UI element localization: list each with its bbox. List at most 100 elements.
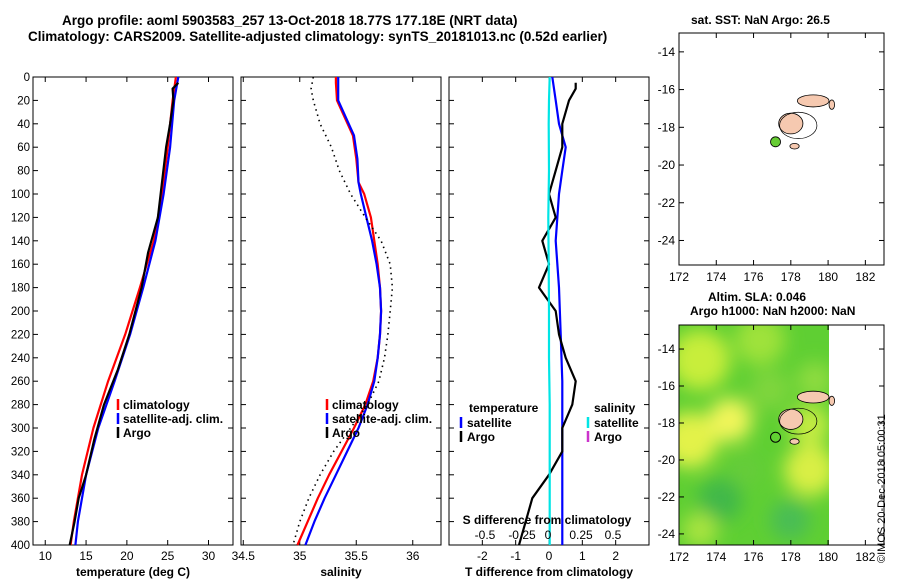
legend-title-salinity: salinity xyxy=(594,401,636,415)
sla-blob xyxy=(679,412,718,468)
depth-tick-label: 140 xyxy=(11,236,30,248)
depth-tick-label: 120 xyxy=(11,212,30,224)
map-sla-frame xyxy=(678,324,885,546)
map-sst-ytick-label: -20 xyxy=(658,158,676,172)
island-shape xyxy=(796,390,830,404)
map-sla-xtick-label: 178 xyxy=(781,550,801,564)
salinity-diff-tick-label: -0.25 xyxy=(508,528,536,542)
salinity-diff-tick-label: 0.5 xyxy=(605,528,622,542)
sla-blob xyxy=(708,398,752,442)
depth-tick-label: 220 xyxy=(11,329,30,341)
sla-blob xyxy=(770,500,810,540)
temperature-xtick-label: 30 xyxy=(202,549,216,563)
legend-label: satellite xyxy=(594,416,639,430)
panel-map-sst: 172 174 176 178 180 182 -14 -16 -18 -20 -22 -24 xyxy=(658,32,885,284)
island-shape xyxy=(778,408,804,430)
depth-tick-label: 20 xyxy=(17,95,30,107)
reef-outline xyxy=(779,111,818,139)
sla-blob xyxy=(735,325,785,365)
map-sst-ytick-label: -14 xyxy=(658,45,676,59)
map-sst-xtick-label: 180 xyxy=(818,270,838,284)
map-sst-xtick-label: 182 xyxy=(855,270,875,284)
series-t-satellite xyxy=(551,76,567,545)
series-argo xyxy=(68,82,180,546)
depth-tick-label: 300 xyxy=(11,423,30,435)
sla-field xyxy=(679,325,829,545)
depth-tick-label: 380 xyxy=(11,517,30,529)
sla-map-title-line1: Altim. SLA: 0.046 xyxy=(708,290,807,304)
sla-blob xyxy=(682,512,718,545)
panel-difference: -2 -1 0 1 2 T difference from climatology S di… xyxy=(448,76,650,579)
series-t-argo xyxy=(517,82,577,546)
legend-label: Argo xyxy=(123,426,151,440)
difference-xtick-label: -1 xyxy=(510,549,521,563)
difference-xtick-label: 0 xyxy=(546,549,553,563)
map-sla-xtick-label: 174 xyxy=(706,550,726,564)
salinity-diff-tick-label: -0.5 xyxy=(475,528,496,542)
island-shape xyxy=(828,395,836,406)
plot-title-line1: Argo profile: aoml 5903583_257 13-Oct-20… xyxy=(62,13,518,28)
sla-blob xyxy=(729,454,761,486)
salinity-xtick-label: 35.5 xyxy=(345,549,369,563)
panel-map-sla: 172 174 176 178 180 182 -14 -16 -18 -20 -22 -24 xyxy=(658,324,885,564)
temperature-xlabel: temperature (deg C) xyxy=(76,565,190,579)
map-sla-xtick-label: 176 xyxy=(744,550,764,564)
map-sla-ytick-label: -18 xyxy=(658,416,676,430)
plot-title-line2: Climatology: CARS2009. Satellite-adjuste… xyxy=(28,29,608,44)
map-sla-ytick-label: -14 xyxy=(658,342,676,356)
sla-blob xyxy=(698,478,742,522)
depth-tick-label: 40 xyxy=(17,119,30,131)
map-sla-xtick-label: 172 xyxy=(669,550,689,564)
diff-top-xlabel: S difference from climatology xyxy=(463,513,632,527)
depth-tick-label: 400 xyxy=(11,540,30,552)
series-satellite-adj-clim- xyxy=(74,76,180,546)
depth-tick-label: 180 xyxy=(11,283,30,295)
sla-map-title-line2: Argo h1000: NaN h2000: NaN xyxy=(690,304,856,318)
island-shape xyxy=(778,112,804,135)
depth-tick-label: 260 xyxy=(11,376,30,388)
salinity-xtick-label: 34.5 xyxy=(232,549,256,563)
map-sla-ytick-label: -24 xyxy=(658,527,676,541)
legend-label: satellite-adj. clim. xyxy=(123,412,223,426)
depth-tick-label: 280 xyxy=(11,400,30,412)
island-shape xyxy=(796,94,830,108)
depth-tick-label: 200 xyxy=(11,306,30,318)
sla-blob xyxy=(679,330,730,390)
salinity-xlabel: salinity xyxy=(320,565,362,579)
salinity-diff-tick-label: 0 xyxy=(545,528,552,542)
depth-tick-label: 320 xyxy=(11,446,30,458)
map-sst-ytick-label: -24 xyxy=(658,233,676,247)
map-sla-xtick-label: 182 xyxy=(855,550,875,564)
legend-label: Argo xyxy=(467,430,495,444)
difference-xlabel: T difference from climatology xyxy=(465,565,633,579)
island-shape xyxy=(789,438,800,445)
legend-label: Argo xyxy=(594,430,622,444)
argo-location-marker xyxy=(770,431,782,443)
series-satellite-adj-clim- xyxy=(304,77,383,546)
depth-tick-label: 240 xyxy=(11,353,30,365)
depth-tick-label: 360 xyxy=(11,493,30,505)
map-sla-ytick-label: -22 xyxy=(658,490,676,504)
map-sst-xtick-label: 172 xyxy=(669,270,689,284)
salinity-xtick-label: 35 xyxy=(293,549,307,563)
legend-label: climatology xyxy=(332,398,399,412)
salinity-frame xyxy=(240,76,442,546)
salinity-xtick-label: 36 xyxy=(406,549,420,563)
sla-blob xyxy=(750,370,790,410)
sst-map-title: sat. SST: NaN Argo: 26.5 xyxy=(691,13,830,27)
difference-xtick-label: 2 xyxy=(612,549,619,563)
depth-tick-label: 60 xyxy=(17,142,30,154)
series-argo xyxy=(292,76,394,546)
difference-xtick-label: 1 xyxy=(579,549,586,563)
legend-label: Argo xyxy=(332,426,360,440)
temperature-xtick-label: 25 xyxy=(161,549,175,563)
panel-salinity: 34.5 35 35.5 36 salinity climatologysatellite… xyxy=(232,76,442,579)
map-sst-frame xyxy=(678,32,885,266)
sla-blob xyxy=(797,362,829,398)
series-s-satellite xyxy=(547,76,551,545)
temperature-xtick-label: 15 xyxy=(79,549,93,563)
depth-tick-label: 160 xyxy=(11,259,30,271)
argo-location-marker xyxy=(770,136,781,148)
sla-blobs xyxy=(679,325,829,545)
